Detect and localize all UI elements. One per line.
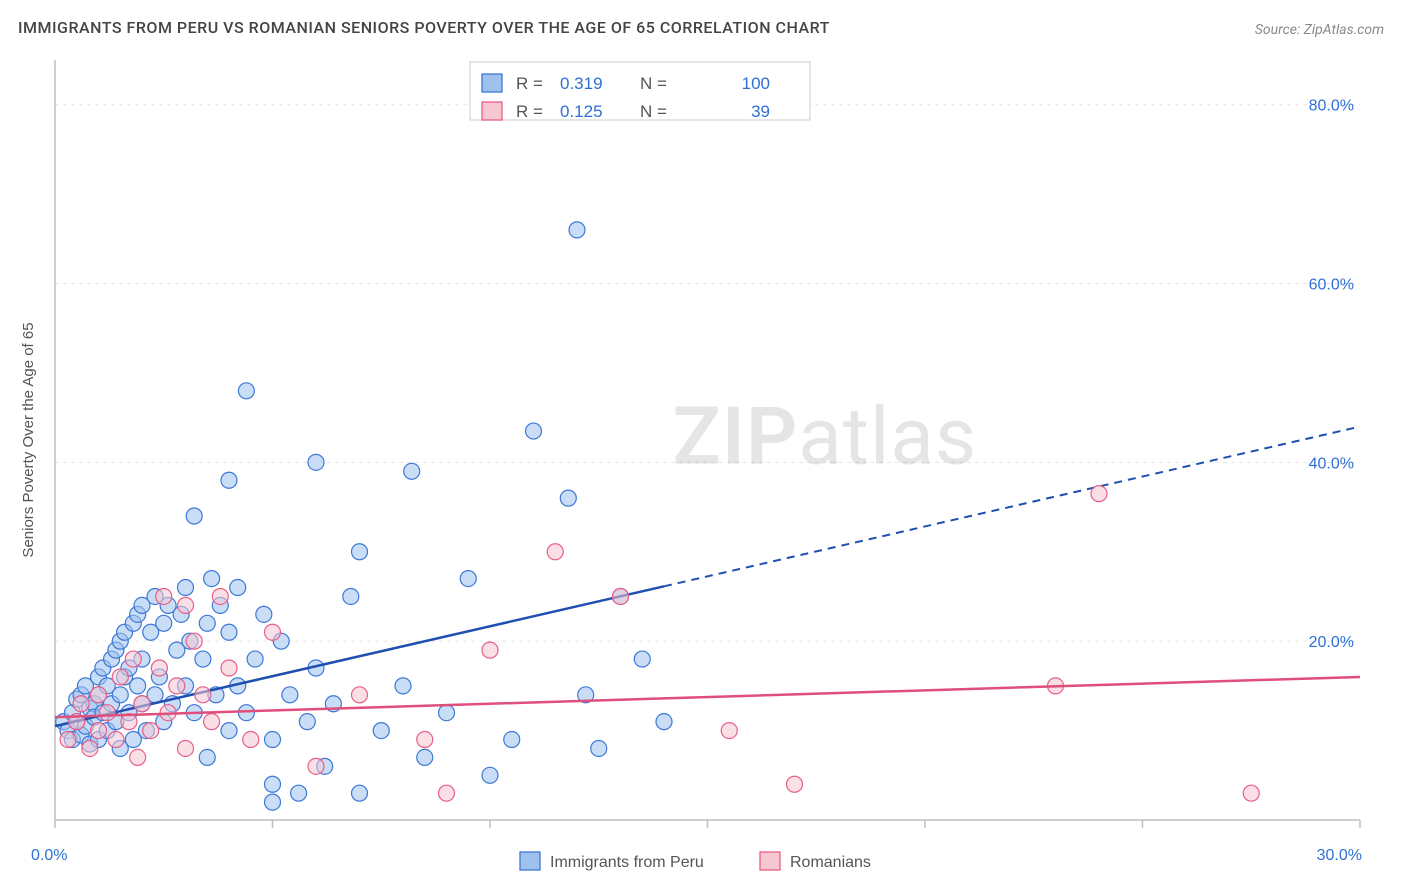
svg-text:N =: N = (640, 74, 667, 93)
svg-text:N =: N = (640, 102, 667, 121)
svg-text:R =: R = (516, 74, 543, 93)
source-label: Source: ZipAtlas.com (1255, 22, 1384, 38)
svg-text:0.0%: 0.0% (31, 847, 67, 864)
svg-text:Romanians: Romanians (790, 854, 871, 871)
svg-text:0.319: 0.319 (560, 74, 603, 93)
svg-text:60.0%: 60.0% (1309, 277, 1354, 294)
svg-text:100: 100 (742, 74, 770, 93)
correlation-chart: 20.0% 40.0% 60.0% 80.0% 0.0% 30.0% Seniors Pov… (0, 0, 1406, 892)
svg-text:20.0%: 20.0% (1309, 634, 1354, 651)
svg-text:Seniors Poverty Over the Age o: Seniors Poverty Over the Age of 65 (20, 322, 37, 557)
svg-text:30.0%: 30.0% (1317, 847, 1362, 864)
svg-text:40.0%: 40.0% (1309, 455, 1354, 472)
svg-text:Immigrants from Peru: Immigrants from Peru (550, 854, 704, 871)
chart-title: IMMIGRANTS FROM PERU VS ROMANIAN SENIORS… (18, 18, 830, 37)
svg-text:39: 39 (751, 102, 770, 121)
svg-text:R =: R = (516, 102, 543, 121)
svg-text:0.125: 0.125 (560, 102, 603, 121)
svg-text:80.0%: 80.0% (1309, 98, 1354, 115)
